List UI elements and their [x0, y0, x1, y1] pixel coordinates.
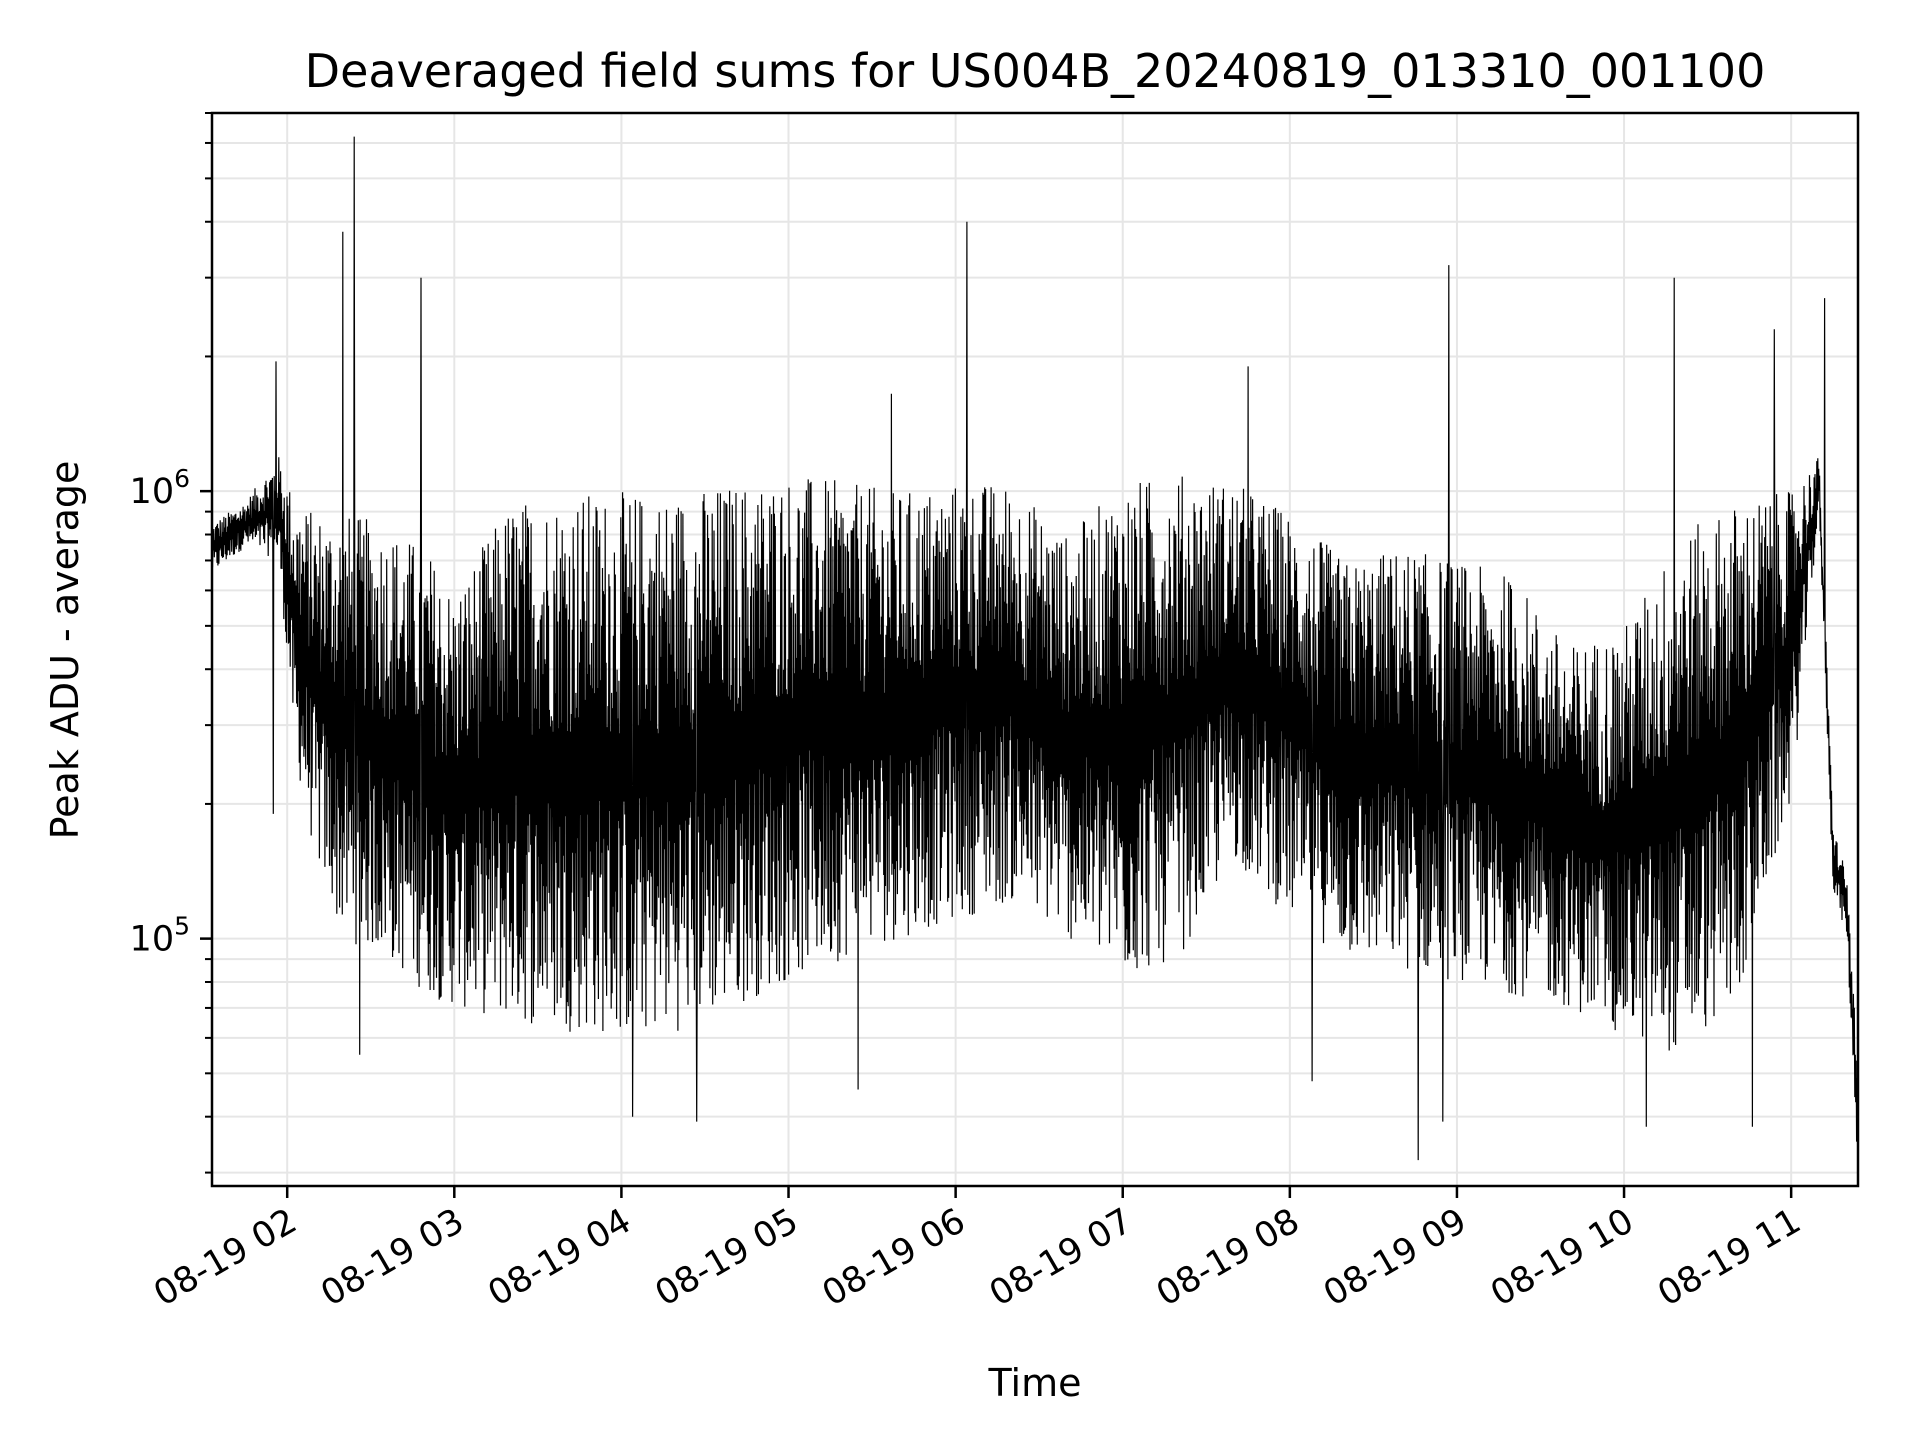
chart-title: Deaveraged field sums for US004B_2024081… — [305, 44, 1766, 98]
plot-frame — [210, 111, 1860, 1188]
y-tick-label-1: 106 — [130, 464, 190, 512]
plot-area — [212, 136, 1858, 1161]
y-tick-label-0: 105 — [130, 912, 190, 960]
y-axis-label: Peak ADU - average — [43, 461, 87, 840]
x-axis-label: Time — [988, 1361, 1082, 1405]
y-axis: 105 106 — [130, 112, 212, 1174]
series-line — [212, 136, 1858, 1161]
